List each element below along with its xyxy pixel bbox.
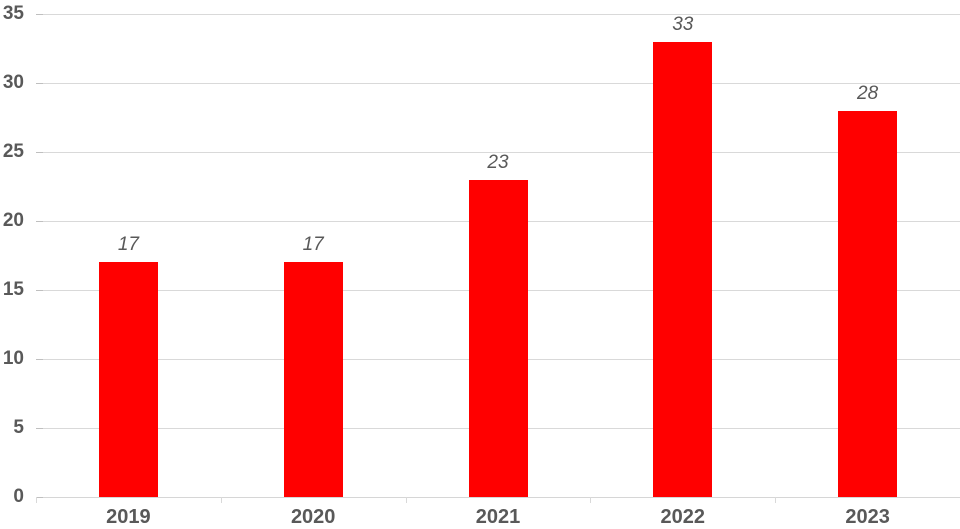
bar-2019 xyxy=(99,262,158,497)
y-axis-tick-label: 15 xyxy=(2,279,24,300)
x-axis-tick xyxy=(775,497,776,503)
y-axis-tick xyxy=(36,428,43,429)
bar-value-label: 33 xyxy=(672,14,694,35)
y-axis-tick-label: 35 xyxy=(2,3,24,24)
bar-value-label: 17 xyxy=(117,234,139,255)
bar-value-label: 28 xyxy=(857,83,879,104)
x-axis-tick xyxy=(406,497,407,503)
y-axis-tick-label: 0 xyxy=(13,486,24,507)
gridline xyxy=(36,83,960,84)
y-axis-tick xyxy=(36,152,43,153)
x-axis-tick-label: 2022 xyxy=(660,506,706,528)
x-axis-line xyxy=(36,497,960,498)
y-axis-tick-label: 25 xyxy=(2,141,24,162)
y-axis-tick-label: 5 xyxy=(13,417,24,438)
y-axis-tick-label: 20 xyxy=(2,210,24,231)
x-axis-tick-label: 2020 xyxy=(290,506,336,528)
gridline xyxy=(36,152,960,153)
y-axis-tick xyxy=(36,221,43,222)
bar-2021 xyxy=(469,180,528,497)
y-axis-tick xyxy=(36,83,43,84)
x-axis-tick xyxy=(221,497,222,503)
y-axis-tick xyxy=(36,290,43,291)
gridline xyxy=(36,14,960,15)
y-axis-tick xyxy=(36,497,43,498)
bar-2022 xyxy=(653,42,712,497)
x-axis-tick-label: 2019 xyxy=(106,506,151,528)
x-axis-tick xyxy=(36,497,37,503)
bar-2020 xyxy=(284,262,343,497)
x-axis-tick xyxy=(590,497,591,503)
y-axis-tick xyxy=(36,14,43,15)
x-axis-tick-label: 2021 xyxy=(475,506,521,528)
y-axis-tick-label: 30 xyxy=(2,72,24,93)
bar-value-label: 23 xyxy=(487,152,509,173)
y-axis-tick-label: 10 xyxy=(2,348,24,369)
x-axis-tick-label: 2023 xyxy=(845,506,890,528)
bar-2023 xyxy=(838,111,897,497)
bar-value-label: 17 xyxy=(302,234,324,255)
y-axis-tick xyxy=(36,359,43,360)
